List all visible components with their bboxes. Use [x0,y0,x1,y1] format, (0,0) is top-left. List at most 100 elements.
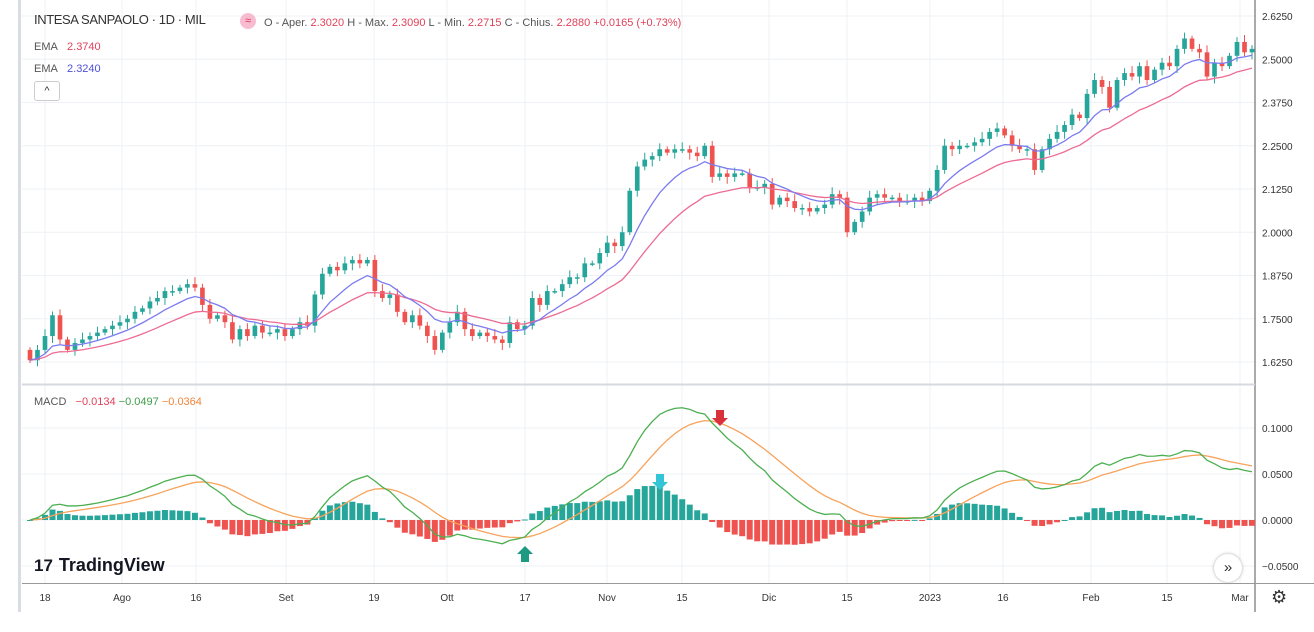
ema-fast-legend[interactable]: EMA 2.3240 [34,63,101,75]
candle [882,188,887,203]
candle-body [117,322,123,326]
candle-body [987,131,992,139]
candle [927,187,932,204]
candle-body [1152,69,1157,81]
candle [365,257,370,267]
time-tick-label: Dic [762,593,776,604]
candle [417,308,423,330]
candle [117,315,123,330]
time-tick-label: 17 [519,593,531,604]
candle-body [657,149,663,157]
settings-gear-icon[interactable]: ⚙ [1271,587,1288,607]
candle-body [1219,62,1225,67]
macd-histogram-bar [626,495,633,520]
macd-histogram-bar [1076,516,1083,520]
macd-histogram-bar [1114,510,1121,520]
candle [964,142,970,149]
macd-histogram-bar [214,520,221,527]
candle [1062,121,1067,139]
candle-body [612,242,618,247]
candle-body [357,259,363,264]
candle [245,323,250,341]
candle [687,145,693,160]
symbol-title[interactable]: INTESA SANPAOLO · 1D · MIL [34,12,206,27]
macd-histogram-bar [559,504,566,520]
macd-histogram-bar [1129,510,1136,520]
macd-histogram-bar [911,519,918,521]
candle [1002,125,1007,139]
candle [1047,133,1052,156]
candle-body [200,287,205,305]
candle-body [65,339,70,350]
macd-histogram-bar [124,513,131,520]
candle [799,204,805,215]
candle [425,321,430,343]
candle-body [567,277,573,285]
time-tick-label: Feb [1082,593,1100,604]
candle [1009,130,1015,152]
macd-histogram-bar [1204,520,1211,525]
macd-histogram-bar [821,520,828,539]
macd-histogram-bar [1211,520,1218,527]
ema-slow-legend[interactable]: EMA 2.3740 [34,41,101,53]
candle [1084,89,1090,124]
candle-body [642,159,648,167]
candle-body [1189,38,1195,49]
candle [469,323,475,341]
candle [709,140,715,183]
macd-histogram-bar [1174,515,1181,520]
candle-body [544,291,550,305]
candle [1249,45,1255,60]
candle [499,335,505,350]
macd-histogram-bar [919,520,926,521]
candle-body [252,325,258,337]
macd-tick-label: 0.1000 [1262,424,1293,435]
candle-body [1069,114,1075,125]
candle-body [260,325,265,333]
collapse-legend-button[interactable]: ^ [34,81,60,101]
candle-body [417,315,423,326]
macd-tick-label: 0.0000 [1262,516,1293,527]
candle-body [1099,80,1105,87]
candle [747,168,753,194]
open-value: 2.3020 [310,17,345,29]
macd-histogram-bar [994,505,1001,520]
candle [215,312,220,322]
candle-body [799,208,805,210]
candle [627,187,633,236]
macd-histogram-bar [116,514,123,520]
candle-body [192,284,198,288]
candle-body [1234,41,1240,56]
macd-histogram-bar [521,519,528,521]
candle-body [1039,149,1045,170]
candle-body [237,329,243,340]
candle [994,122,1000,137]
candle [1069,108,1075,130]
left-border [18,0,21,612]
candle-body [402,311,408,323]
time-tick-label: Mar [1231,593,1249,604]
approx-icon[interactable]: ≈ [240,13,256,29]
macd-histogram-bar [356,503,363,520]
candle-body [964,145,970,148]
macd-histogram-bar [679,499,686,520]
candle-body [222,315,228,323]
tradingview-logo[interactable]: 17 TradingView [34,555,165,576]
macd-histogram-bar [1159,515,1166,520]
scroll-to-realtime-button[interactable]: » [1214,554,1242,582]
candle-body [994,128,1000,132]
macd-histogram-bar [1226,520,1233,528]
macd-histogram-bar [199,517,206,520]
time-tick-label: 18 [39,593,51,604]
candle [814,205,820,215]
candle [65,336,70,353]
candle [432,330,438,355]
candle-body [1084,93,1090,119]
candle-body [155,297,160,302]
candle-body [672,149,678,153]
ema-fast-line [29,54,1253,361]
macd-legend[interactable]: MACD −0.0134 −0.0497 −0.0364 [34,396,202,408]
macd-histogram-bar [949,504,956,520]
